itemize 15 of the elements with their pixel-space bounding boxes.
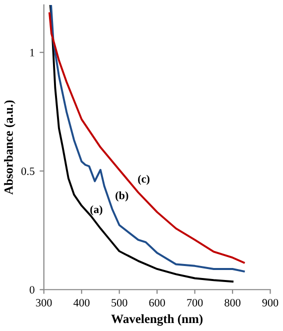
x-tick-label: 400: [73, 298, 90, 306]
x-tick-label: 300: [36, 298, 52, 306]
y-axis-title: Absorbance (a.u.): [4, 100, 16, 195]
y-tick-label: 0.5: [21, 167, 34, 176]
x-tick-label: 700: [187, 298, 203, 306]
x-axis-title: Wavelength (nm): [111, 314, 203, 326]
x-tick-label: 500: [112, 298, 128, 306]
series-label: (c): [138, 174, 150, 185]
x-tick-label: 900: [262, 298, 278, 306]
x-tick-label: 800: [224, 298, 240, 306]
y-tick-label: 1: [30, 48, 34, 56]
x-tick-label: 600: [149, 298, 165, 306]
y-tick-label: 0: [30, 286, 34, 294]
series-label: (b): [116, 191, 128, 202]
series-label: (a): [90, 205, 102, 216]
